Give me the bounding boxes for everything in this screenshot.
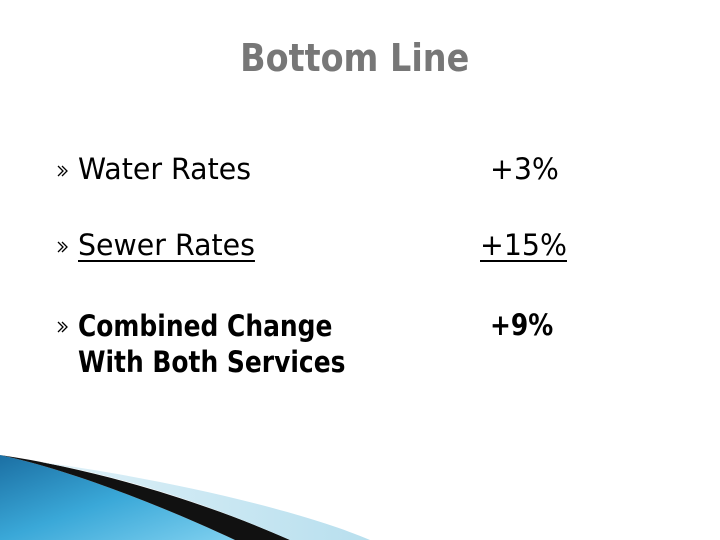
bullet-arrow-icon xyxy=(57,241,68,253)
row-label-combined: Combined Change With Both Services xyxy=(78,308,345,380)
slide-title-text: Bottom Line xyxy=(240,36,470,80)
bullet-arrow-icon xyxy=(57,321,68,333)
slide-title: Bottom Line xyxy=(43,36,677,80)
row-label-line2: With Both Services xyxy=(78,345,346,379)
row-value: +15% xyxy=(480,228,567,262)
row-label: Sewer Rates xyxy=(78,228,255,262)
row-label-line1: Combined Change xyxy=(78,309,333,343)
bullet-arrow-icon xyxy=(57,165,68,177)
row-label: Water Rates xyxy=(78,152,252,186)
row-value: +9% xyxy=(490,308,554,342)
row-value: +3% xyxy=(490,152,559,186)
